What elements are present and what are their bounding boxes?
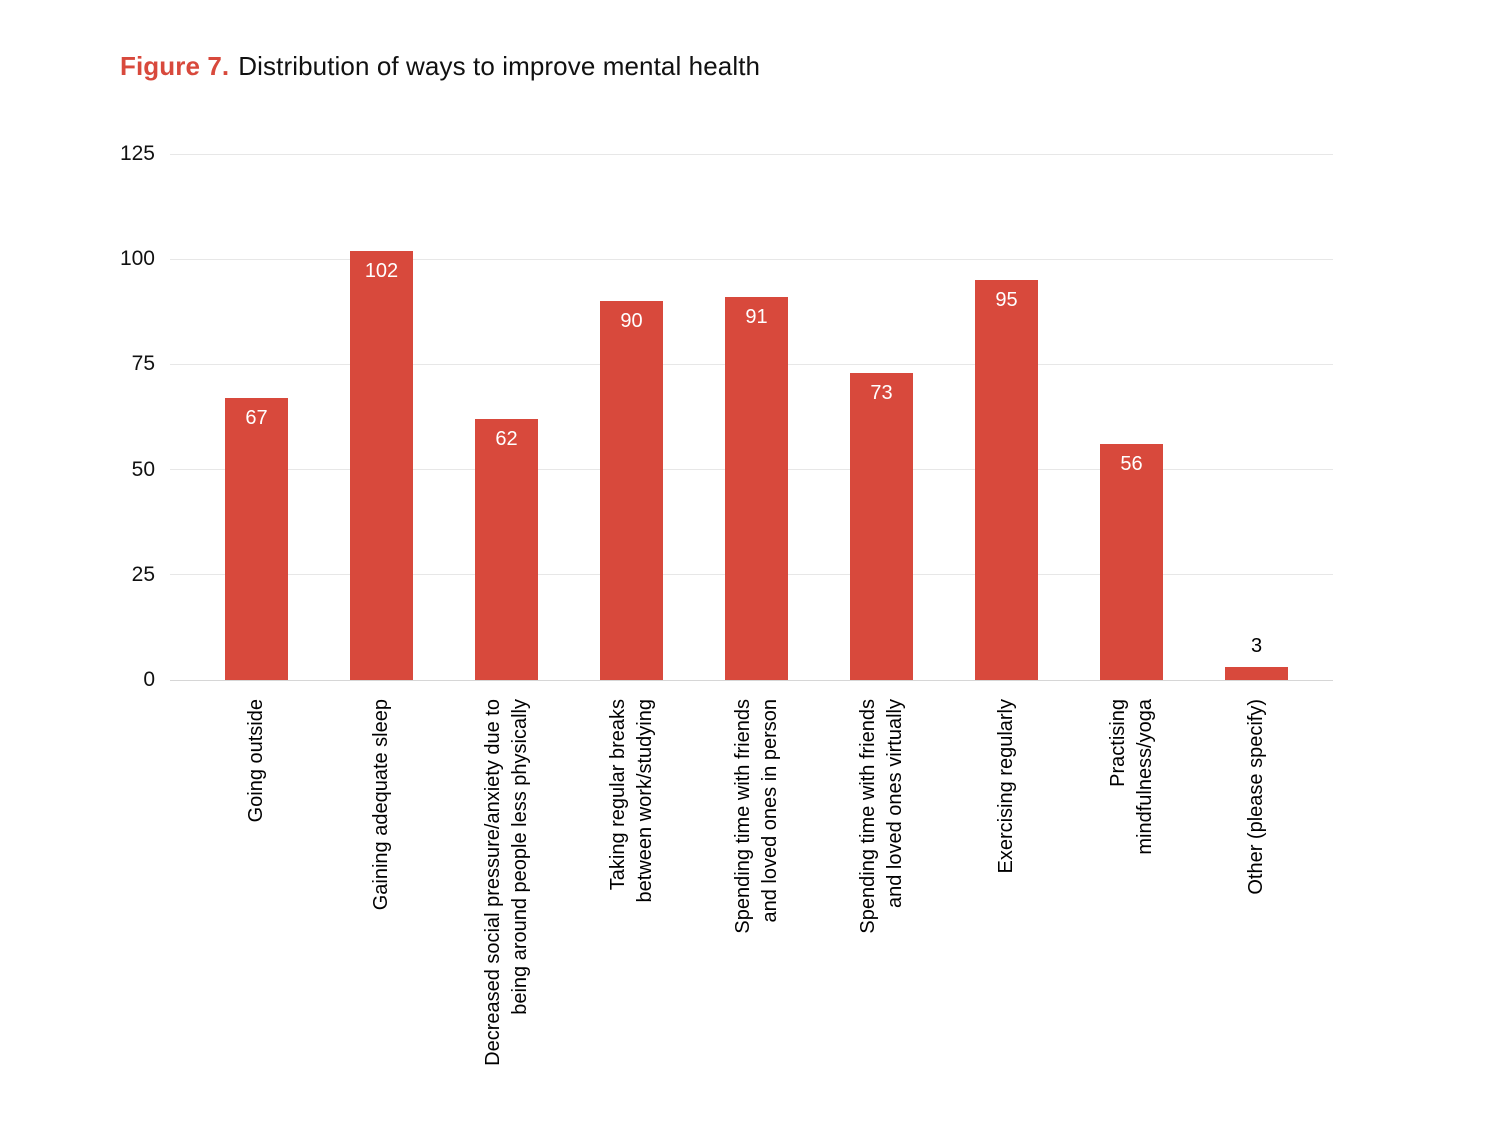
bar: 67 <box>225 398 288 680</box>
y-tick-label: 25 <box>131 562 155 586</box>
bar-value-label: 73 <box>870 381 893 404</box>
x-axis-slot: Practising mindfulness/yoga <box>1069 682 1194 1122</box>
gridline <box>170 153 1333 155</box>
x-axis-slot: Spending time with friends and loved one… <box>819 682 944 1122</box>
bar <box>1225 667 1288 680</box>
x-axis-category-label: Practising mindfulness/yoga <box>1106 699 1156 855</box>
bar: 91 <box>725 297 788 680</box>
x-axis-slot: Decreased social pressure/anxiety due to… <box>444 682 569 1122</box>
x-axis-slot: Going outside <box>194 682 319 1122</box>
x-axis-category-label: Going outside <box>245 699 267 823</box>
bar-column: 3 <box>1194 154 1319 680</box>
bar-column: 91 <box>694 154 819 680</box>
bar-value-label: 67 <box>245 407 268 430</box>
y-tick-label: 50 <box>131 457 155 481</box>
bar-value-label: 56 <box>1120 453 1143 476</box>
x-axis-slot: Other (please specify) <box>1194 682 1319 1122</box>
bar-value-label: 3 <box>1250 635 1263 658</box>
x-axis-category-label: Decreased social pressure/anxiety due to… <box>481 699 531 1066</box>
bar-value-label: 95 <box>995 289 1018 312</box>
bar: 102 <box>350 250 413 680</box>
bar: 95 <box>975 280 1038 680</box>
bar: 62 <box>475 419 538 680</box>
x-axis-slot: Gaining adequate sleep <box>319 682 444 1122</box>
figure-number-label: Figure 7. <box>120 51 230 81</box>
bar-column: 73 <box>819 154 944 680</box>
bar: 56 <box>1100 444 1163 680</box>
bar-column: 102 <box>319 154 444 680</box>
plot-area: 67 102 62 90 91 73 95 56 3 <box>170 153 1333 681</box>
x-axis-category-label: Taking regular breaks between work/study… <box>606 699 656 903</box>
x-axis-labels: Going outside Gaining adequate sleep Decre… <box>194 682 1319 1122</box>
baseline <box>170 679 1333 681</box>
x-axis-category-label: Spending time with friends and loved one… <box>856 699 906 934</box>
bar-column: 67 <box>194 154 319 680</box>
gridline <box>170 258 1333 260</box>
bar-value-label: 91 <box>745 306 768 329</box>
y-tick-label: 100 <box>119 247 155 271</box>
figure-title-text: Distribution of ways to improve mental h… <box>238 51 761 81</box>
bar-column: 95 <box>944 154 1069 680</box>
x-axis-slot: Taking regular breaks between work/study… <box>569 682 694 1122</box>
bar: 73 <box>850 372 913 680</box>
bar-column: 62 <box>444 154 569 680</box>
bar-value-label: 62 <box>495 428 518 451</box>
figure-title: Figure 7. Distribution of ways to improve… <box>120 50 760 82</box>
y-tick-label: 125 <box>119 142 155 165</box>
y-tick-label: 75 <box>131 352 155 376</box>
x-axis-category-label: Gaining adequate sleep <box>370 699 392 911</box>
x-axis-slot: Spending time with friends and loved one… <box>694 682 819 1122</box>
x-axis-category-label: Spending time with friends and loved one… <box>731 699 781 934</box>
x-axis-category-label: Exercising regularly <box>995 699 1017 874</box>
bar-value-label: 102 <box>364 259 399 282</box>
bar-column: 56 <box>1069 154 1194 680</box>
bar-value-label: 90 <box>620 310 643 333</box>
bar-column: 90 <box>569 154 694 680</box>
x-axis-category-label: Other (please specify) <box>1245 699 1267 895</box>
bar: 90 <box>600 301 663 680</box>
y-tick-label: 0 <box>143 668 155 691</box>
bars-band: 67 102 62 90 91 73 95 56 3 <box>194 154 1319 680</box>
x-axis-slot: Exercising regularly <box>944 682 1069 1122</box>
